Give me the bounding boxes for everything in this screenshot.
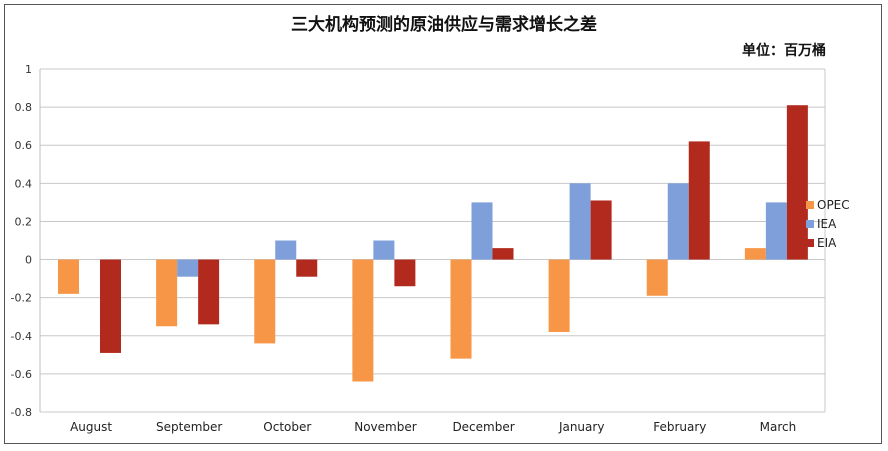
bar-iea-november	[373, 240, 395, 260]
bar-iea-december	[471, 202, 493, 260]
y-tick-label: -0.2	[11, 292, 32, 305]
bar-iea-february	[667, 183, 689, 260]
y-tick-label: -0.8	[11, 406, 32, 419]
y-tick-label: 1	[25, 63, 32, 76]
x-tick-label: August	[70, 420, 112, 434]
bar-opec-september	[156, 259, 178, 327]
bar-iea-october	[275, 240, 297, 260]
legend-swatch-iea	[806, 219, 814, 228]
bar-eia-march	[786, 105, 808, 260]
bar-eia-february	[688, 141, 710, 260]
legend-item-iea: IEA	[806, 214, 850, 233]
legend-label-iea: IEA	[817, 216, 837, 231]
y-tick-label: 0.4	[15, 177, 33, 190]
y-tick-label: -0.6	[11, 368, 32, 381]
bar-eia-january	[590, 200, 612, 260]
bar-iea-september	[177, 259, 199, 277]
bar-opec-october	[254, 259, 276, 344]
bar-eia-october	[296, 259, 318, 277]
bar-eia-december	[492, 248, 514, 260]
bar-eia-november	[394, 259, 416, 287]
legend-swatch-eia	[806, 238, 814, 247]
chart-frame	[4, 4, 882, 444]
unit-label: 单位：百万桶	[742, 43, 826, 59]
x-tick-label: March	[760, 420, 797, 434]
y-tick-label: -0.4	[11, 330, 32, 343]
x-tick-label: November	[354, 420, 416, 434]
bar-eia-august	[100, 259, 121, 353]
chart-title: 三大机构预测的原油供应与需求增长之差	[291, 15, 597, 35]
bar-opec-august	[58, 259, 79, 294]
legend-swatch-opec	[806, 200, 814, 209]
x-tick-label: February	[653, 420, 706, 434]
y-tick-label: 0	[25, 254, 32, 267]
bar-opec-november	[352, 259, 374, 382]
legend: OPEC IEA EIA	[806, 195, 850, 252]
bar-eia-september	[198, 259, 220, 325]
x-tick-label: September	[156, 420, 222, 434]
bar-opec-january	[548, 259, 570, 332]
bar-opec-december	[450, 259, 472, 359]
bar-iea-march	[765, 202, 787, 260]
y-tick-label: 0.2	[15, 215, 33, 228]
bar-opec-february	[646, 259, 668, 296]
legend-item-eia: EIA	[806, 233, 850, 252]
x-tick-label: December	[452, 420, 514, 434]
legend-label-opec: OPEC	[817, 197, 850, 212]
bar-opec-march	[744, 248, 766, 260]
x-tick-label: October	[263, 420, 311, 434]
legend-label-eia: EIA	[817, 235, 837, 250]
x-tick-label: January	[558, 420, 605, 434]
legend-item-opec: OPEC	[806, 195, 850, 214]
y-tick-label: 0.8	[15, 101, 33, 114]
bar-iea-january	[569, 183, 591, 260]
y-tick-label: 0.6	[15, 139, 33, 152]
